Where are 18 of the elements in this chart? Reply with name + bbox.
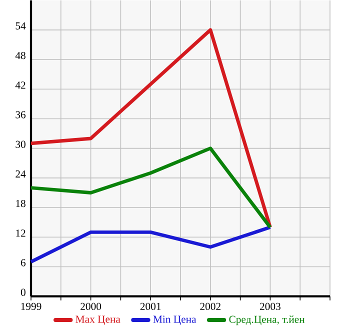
y-tick-label: 36 [16, 111, 26, 118]
x-tick-label: 2000 [80, 302, 102, 310]
x-tick-label: 2002 [200, 302, 220, 310]
y-tick-label: 30 [16, 140, 26, 148]
y-tick-label: 0 [20, 288, 26, 296]
y-tick-label: 48 [15, 52, 26, 60]
y-tick-label: 24 [16, 170, 26, 178]
y-tick-label: 42 [15, 82, 26, 89]
y-tick-label: 6 [20, 259, 26, 266]
x-tick-label: 2001 [140, 302, 161, 310]
y-tick-label: 12 [16, 230, 26, 237]
x-tick-label: 2003 [260, 302, 280, 310]
legend-label: Сред.Цена, т.йен [229, 316, 305, 326]
y-tick-label: 54 [16, 22, 26, 30]
y-tick-label: 18 [16, 200, 26, 208]
legend-label: Min Цена [153, 316, 196, 326]
x-tick-label: 1999 [21, 302, 42, 310]
legend-label: Max Цена [76, 316, 120, 325]
